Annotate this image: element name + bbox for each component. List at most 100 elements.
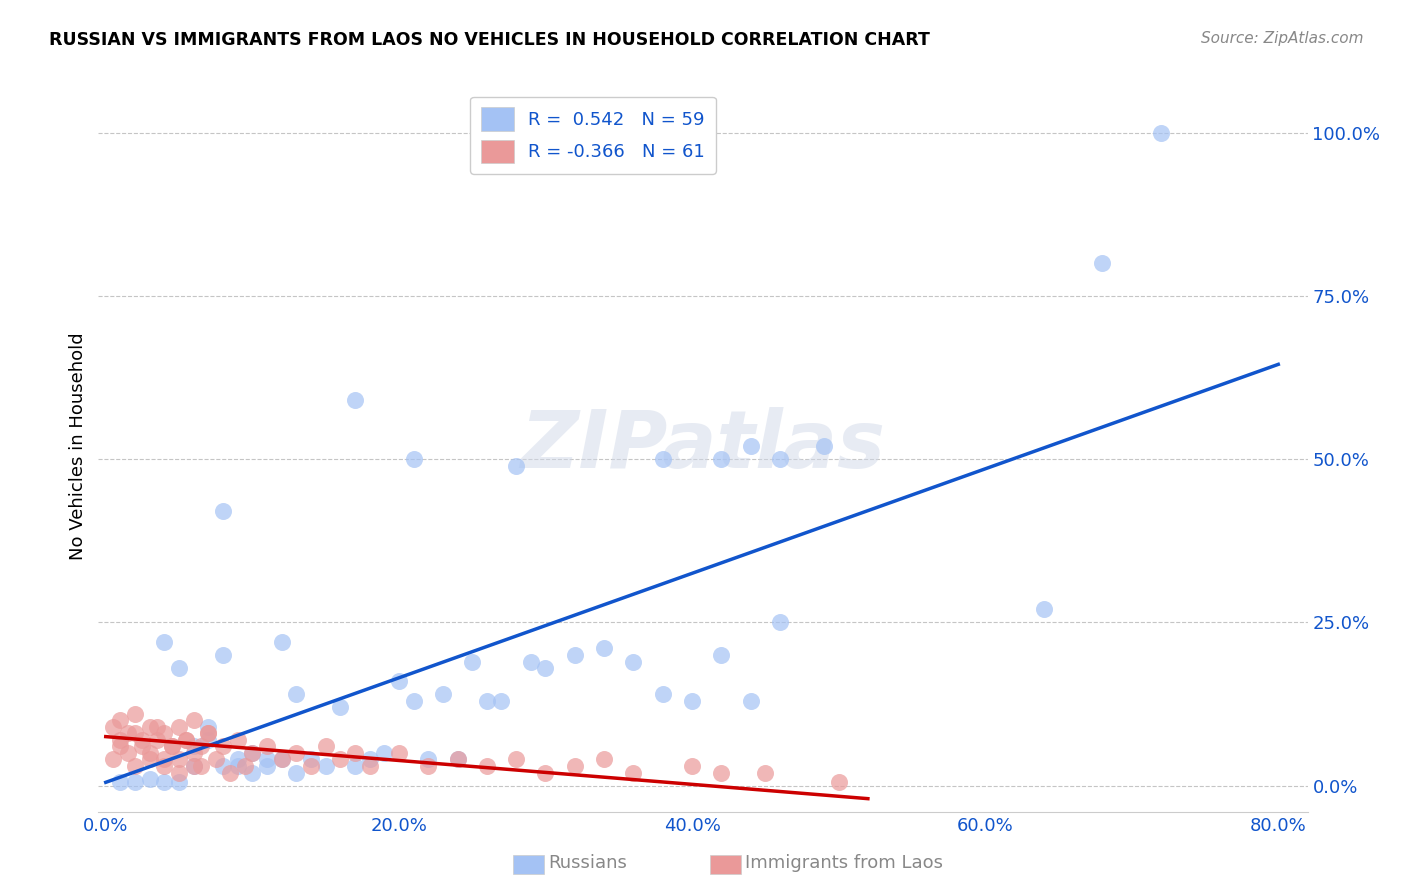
Point [769,452,792,467]
Point [219,765,242,780]
Point [418,752,440,766]
Point [681,759,703,773]
Point [190,739,212,754]
Point [534,765,557,780]
Point [153,752,176,766]
Point [343,759,366,773]
Point [240,746,263,760]
Point [754,765,776,780]
Point [138,746,160,760]
Point [124,726,146,740]
Point [418,759,440,773]
Point [593,752,616,766]
Point [359,759,381,773]
Point [167,775,190,789]
Point [212,759,235,773]
Point [710,648,733,662]
Point [461,655,484,669]
Point [446,752,468,766]
Point [256,752,278,766]
Point [183,746,205,760]
Point [475,759,498,773]
Point [146,732,169,747]
Point [813,439,835,453]
Point [827,775,849,789]
Point [240,746,263,760]
Point [176,732,198,747]
Point [359,752,381,766]
Text: Source: ZipAtlas.com: Source: ZipAtlas.com [1201,31,1364,46]
Point [138,720,160,734]
Point [432,687,454,701]
Point [176,732,198,747]
Point [117,746,139,760]
Point [270,752,292,766]
Point [226,759,249,773]
Point [110,714,132,728]
Point [299,752,322,766]
Point [534,661,557,675]
Point [769,615,792,630]
Point [491,694,513,708]
Point [153,759,176,773]
Point [160,739,183,754]
Point [124,706,146,721]
Point [299,759,322,773]
Point [710,765,733,780]
Point [183,759,205,773]
Point [520,655,543,669]
Point [190,759,212,773]
Text: ZIPatlas: ZIPatlas [520,407,886,485]
Point [153,635,176,649]
Point [285,746,308,760]
Point [1091,256,1114,270]
Text: Russians: Russians [548,854,627,871]
Point [1150,126,1173,140]
Point [475,694,498,708]
Point [402,452,425,467]
Point [183,739,205,754]
Point [710,452,733,467]
Point [315,759,337,773]
Point [564,759,586,773]
Point [138,772,160,786]
Point [101,752,124,766]
Point [110,732,132,747]
Point [146,720,169,734]
Point [329,700,352,714]
Point [505,458,527,473]
Point [197,726,219,740]
Point [446,752,468,766]
Point [153,775,176,789]
Point [197,720,219,734]
Y-axis label: No Vehicles in Household: No Vehicles in Household [69,332,87,560]
Point [153,726,176,740]
Point [564,648,586,662]
Point [138,752,160,766]
Point [388,674,411,689]
Point [505,752,527,766]
Point [373,746,395,760]
Point [226,752,249,766]
Point [256,739,278,754]
Point [270,752,292,766]
Point [343,393,366,408]
Point [212,504,235,518]
Point [160,739,183,754]
Point [233,759,256,773]
Legend: R =  0.542   N = 59, R = -0.366   N = 61: R = 0.542 N = 59, R = -0.366 N = 61 [470,96,716,174]
Point [740,439,762,453]
Point [270,635,292,649]
Point [315,739,337,754]
Point [167,752,190,766]
Point [167,720,190,734]
Point [740,694,762,708]
Point [388,746,411,760]
Point [110,775,132,789]
Point [240,765,263,780]
Point [329,752,352,766]
Point [621,765,644,780]
Point [285,765,308,780]
Point [131,739,153,754]
Point [124,759,146,773]
